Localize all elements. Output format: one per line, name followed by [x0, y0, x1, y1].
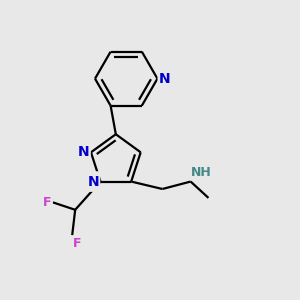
- Text: NH: NH: [190, 166, 212, 178]
- Text: F: F: [73, 237, 83, 252]
- Text: N: N: [159, 72, 170, 86]
- Text: N: N: [85, 172, 99, 190]
- Text: NH: NH: [190, 164, 216, 178]
- Text: F: F: [73, 237, 81, 250]
- Text: N: N: [78, 145, 89, 159]
- Text: F: F: [41, 195, 51, 210]
- Text: F: F: [43, 196, 51, 209]
- Text: N: N: [159, 70, 173, 88]
- Text: N: N: [87, 175, 99, 189]
- Text: N: N: [76, 143, 89, 161]
